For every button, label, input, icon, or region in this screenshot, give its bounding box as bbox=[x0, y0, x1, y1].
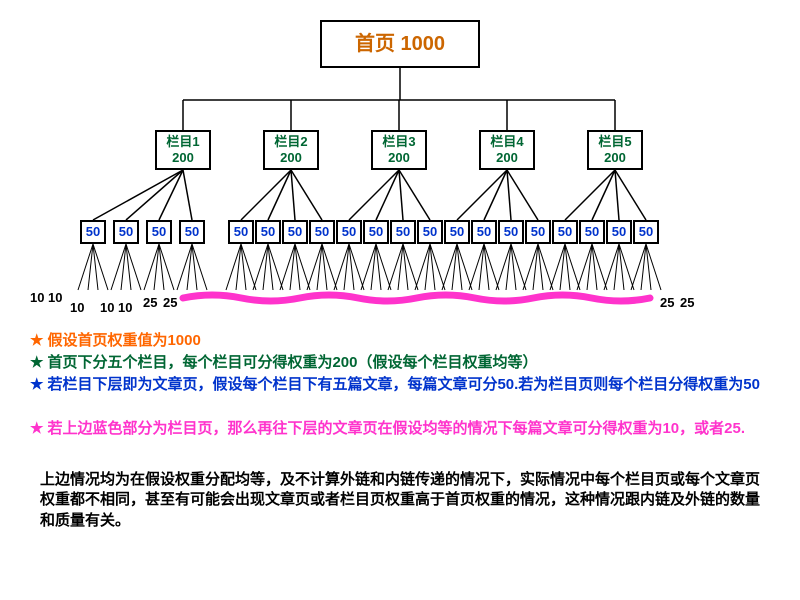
leaf-label: 50 bbox=[531, 224, 545, 240]
leaf-label: 50 bbox=[585, 224, 599, 240]
leaf-label: 50 bbox=[612, 224, 626, 240]
column-title: 栏目2 bbox=[274, 134, 307, 150]
column-node-2: 栏目2200 bbox=[263, 130, 319, 170]
column-node-1: 栏目1200 bbox=[155, 130, 211, 170]
bullet-text: 若栏目下层即为文章页，假设每个栏目下有五篇文章，每篇文章可分50.若为栏目页则每… bbox=[47, 376, 760, 393]
explanation-paragraph: 上边情况均为在假设权重分配均等，及不计算外链和内链传递的情况下，实际情况中每个栏… bbox=[40, 470, 770, 531]
leaf-node: 50 bbox=[80, 220, 106, 244]
leaf-label: 50 bbox=[119, 224, 133, 240]
bottom-weight-label: 25 bbox=[680, 295, 694, 310]
leaf-label: 50 bbox=[342, 224, 356, 240]
bullet-text: 若上边蓝色部分为栏目页，那么再往下层的文章页在假设均等的情况下每篇文章可分得权重… bbox=[47, 420, 745, 437]
leaf-label: 50 bbox=[86, 224, 100, 240]
leaf-label: 50 bbox=[450, 224, 464, 240]
leaf-node: 50 bbox=[444, 220, 470, 244]
leaf-label: 50 bbox=[234, 224, 248, 240]
star-icon: ★ bbox=[30, 376, 43, 393]
column-weight: 200 bbox=[280, 150, 302, 166]
leaf-node: 50 bbox=[552, 220, 578, 244]
star-icon: ★ bbox=[30, 332, 43, 349]
column-weight: 200 bbox=[496, 150, 518, 166]
leaf-label: 50 bbox=[152, 224, 166, 240]
leaf-node: 50 bbox=[498, 220, 524, 244]
star-icon: ★ bbox=[30, 354, 43, 371]
root-node: 首页 1000 bbox=[320, 20, 480, 68]
leaf-node: 50 bbox=[633, 220, 659, 244]
leaf-node: 50 bbox=[606, 220, 632, 244]
bullet-text: 首页下分五个栏目，每个栏目可分得权重为200（假设每个栏目权重均等） bbox=[47, 354, 537, 371]
bullet-text: 假设首页权重值为1000 bbox=[47, 332, 200, 349]
bullet-line-1: ★假设首页权重值为1000 bbox=[30, 330, 770, 351]
leaf-label: 50 bbox=[639, 224, 653, 240]
leaf-node: 50 bbox=[579, 220, 605, 244]
column-title: 栏目1 bbox=[166, 134, 199, 150]
star-icon: ★ bbox=[30, 420, 43, 437]
leaf-label: 50 bbox=[477, 224, 491, 240]
column-title: 栏目5 bbox=[598, 134, 631, 150]
bottom-weight-label: 10 bbox=[100, 300, 114, 315]
leaf-label: 50 bbox=[396, 224, 410, 240]
leaf-label: 50 bbox=[504, 224, 518, 240]
leaf-node: 50 bbox=[417, 220, 443, 244]
column-title: 栏目3 bbox=[382, 134, 415, 150]
bullet-line-4: ★若上边蓝色部分为栏目页，那么再往下层的文章页在假设均等的情况下每篇文章可分得权… bbox=[30, 418, 770, 439]
leaf-node: 50 bbox=[113, 220, 139, 244]
bottom-weight-label: 25 bbox=[143, 295, 157, 310]
leaf-label: 50 bbox=[423, 224, 437, 240]
column-weight: 200 bbox=[604, 150, 626, 166]
leaf-label: 50 bbox=[288, 224, 302, 240]
leaf-label: 50 bbox=[369, 224, 383, 240]
column-weight: 200 bbox=[172, 150, 194, 166]
bottom-weight-label: 10 bbox=[48, 290, 62, 305]
bottom-weight-label: 10 bbox=[118, 300, 132, 315]
leaf-node: 50 bbox=[228, 220, 254, 244]
column-node-3: 栏目3200 bbox=[371, 130, 427, 170]
leaf-node: 50 bbox=[179, 220, 205, 244]
leaf-label: 50 bbox=[315, 224, 329, 240]
leaf-node: 50 bbox=[255, 220, 281, 244]
bottom-weight-label: 10 bbox=[70, 300, 84, 315]
leaf-node: 50 bbox=[146, 220, 172, 244]
column-node-4: 栏目4200 bbox=[479, 130, 535, 170]
bullet-line-3: ★若栏目下层即为文章页，假设每个栏目下有五篇文章，每篇文章可分50.若为栏目页则… bbox=[30, 374, 770, 395]
leaf-node: 50 bbox=[471, 220, 497, 244]
leaf-node: 50 bbox=[309, 220, 335, 244]
leaf-node: 50 bbox=[282, 220, 308, 244]
leaf-label: 50 bbox=[261, 224, 275, 240]
bottom-weight-label: 10 bbox=[30, 290, 44, 305]
leaf-label: 50 bbox=[185, 224, 199, 240]
leaf-node: 50 bbox=[363, 220, 389, 244]
bottom-weight-label: 25 bbox=[163, 295, 177, 310]
leaf-node: 50 bbox=[336, 220, 362, 244]
bottom-weight-label: 25 bbox=[660, 295, 674, 310]
leaf-node: 50 bbox=[390, 220, 416, 244]
leaf-node: 50 bbox=[525, 220, 551, 244]
root-label: 首页 1000 bbox=[355, 32, 445, 56]
leaf-label: 50 bbox=[558, 224, 572, 240]
bullet-line-2: ★首页下分五个栏目，每个栏目可分得权重为200（假设每个栏目权重均等） bbox=[30, 352, 770, 373]
column-node-5: 栏目5200 bbox=[587, 130, 643, 170]
column-weight: 200 bbox=[388, 150, 410, 166]
column-title: 栏目4 bbox=[490, 134, 523, 150]
